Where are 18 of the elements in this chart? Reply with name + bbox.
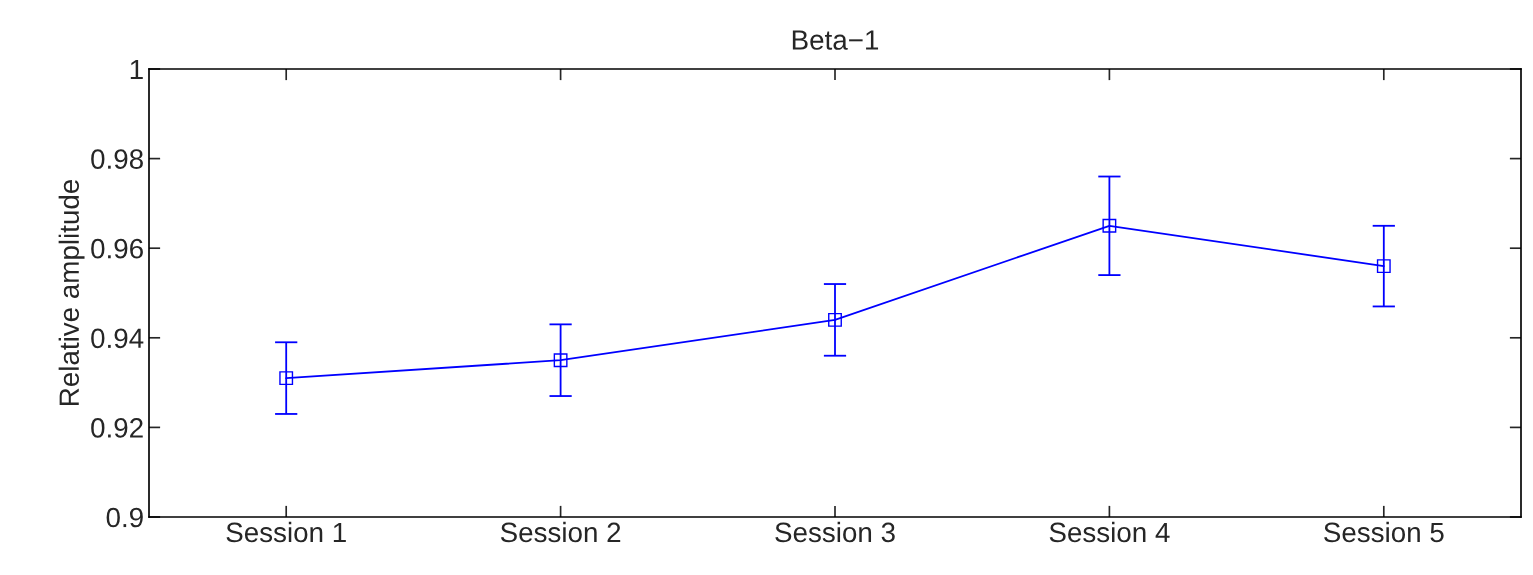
point (279, 371, 294, 386)
chart-title: Beta−1 (792, 30, 879, 50)
y-axis-title: Relative amplitude (58, 179, 85, 405)
x-tick-label: Session 5 (1324, 521, 1444, 543)
y-tick-label: 1 (130, 59, 143, 80)
y-tick-label: 0.98 (91, 149, 143, 169)
point (553, 353, 568, 368)
point (1102, 218, 1117, 233)
y-tick-label: 0.96 (91, 238, 143, 259)
x-tick-label: Session 1 (226, 521, 346, 543)
x-tick-label: Session 2 (500, 521, 621, 543)
point (828, 312, 842, 327)
y-tick-label: 0.92 (91, 418, 143, 438)
x-tick-label: Session 4 (1049, 521, 1170, 543)
x-tick-label: Session 3 (775, 521, 895, 543)
y-tick-label: 0.9 (106, 507, 143, 528)
point (1376, 259, 1391, 274)
y-tick-label: 0.94 (91, 328, 144, 349)
